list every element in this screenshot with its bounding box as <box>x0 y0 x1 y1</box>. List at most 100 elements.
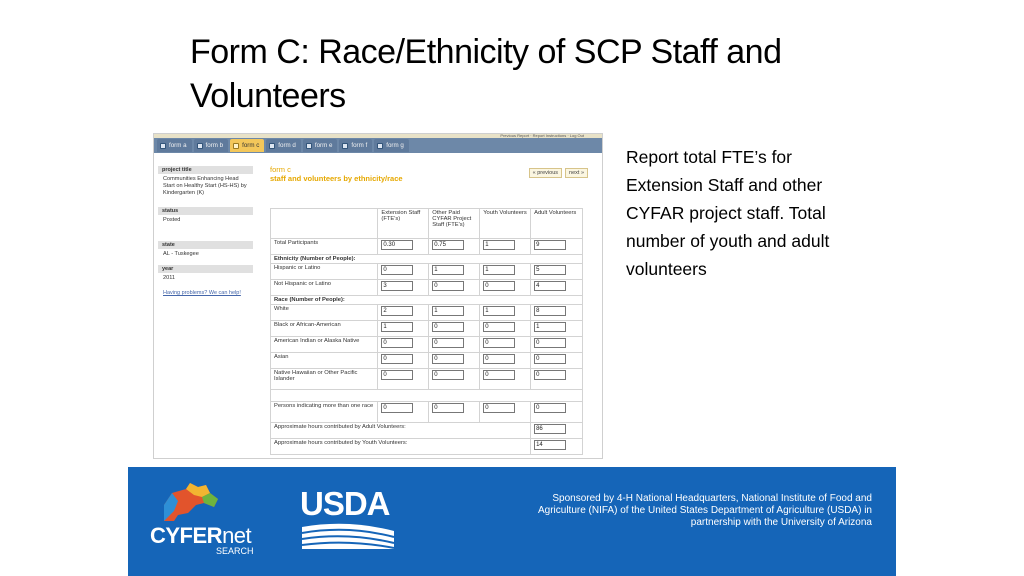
cyfer-wordmark: CYFERnet <box>150 523 252 549</box>
cyfernet-logo: CYFERnet SEARCH <box>138 483 273 563</box>
tab-label: form c <box>242 142 260 149</box>
section-row: Ethnicity (Number of People): <box>270 254 583 264</box>
help-link[interactable]: Having problems? We can help! <box>163 290 241 296</box>
row-label: Native Hawaiian or Other Pacific Islande… <box>269 368 379 390</box>
column-header: Other Paid CYFAR Project Staff (FTE's) <box>428 208 481 239</box>
checkbox-icon <box>342 142 349 149</box>
value-input[interactable]: 0 <box>381 403 414 413</box>
value-input[interactable]: 1 <box>483 306 516 316</box>
value-input[interactable]: 0 <box>432 370 465 380</box>
top-links[interactable]: Previous Report · Report Instructions · … <box>500 133 584 138</box>
value-input[interactable]: 0 <box>381 370 414 380</box>
spacer <box>158 228 253 238</box>
value-input[interactable]: 0 <box>432 354 465 364</box>
value-input[interactable]: 0 <box>432 322 465 332</box>
value-input[interactable]: 1 <box>432 265 465 275</box>
row-label: Persons indicating more than one race <box>269 401 379 423</box>
tab-form-d[interactable]: form d <box>266 139 301 152</box>
adult-hours-input[interactable]: 86 <box>534 424 567 434</box>
checkbox-icon <box>269 142 276 149</box>
value-input[interactable]: 4 <box>534 281 567 291</box>
status-value: Posted <box>163 217 181 223</box>
usda-swoosh-icon <box>301 523 395 549</box>
value-input[interactable]: 0 <box>534 354 567 364</box>
tab-label: form b <box>205 142 224 149</box>
row-label: Asian <box>269 352 379 369</box>
value-input[interactable]: 0.75 <box>432 240 465 250</box>
pager: « previous next » <box>528 168 588 178</box>
checkbox-icon <box>160 142 166 149</box>
value-input[interactable]: 0 <box>483 281 516 291</box>
sponsor-text: Sponsored by 4-H National Headquarters, … <box>537 493 872 528</box>
next-button[interactable]: next » <box>565 168 588 178</box>
tab-bar: form a form b form c form d form e form … <box>154 138 602 153</box>
state-label: state <box>158 241 253 249</box>
value-input[interactable]: 0 <box>483 370 516 380</box>
checkbox-icon <box>305 142 312 149</box>
tab-form-f[interactable]: form f <box>339 139 373 152</box>
form-main: form c staff and volunteers by ethnicity… <box>269 165 588 455</box>
adult-hours-row: Approximate hours contributed by Adult V… <box>269 422 583 439</box>
row-label: Total Participants <box>269 238 379 255</box>
value-input[interactable]: 0 <box>381 265 414 275</box>
row-label: American Indian or Alaska Native <box>269 336 379 353</box>
value-input[interactable]: 5 <box>534 265 567 275</box>
search-label: SEARCH <box>216 546 254 556</box>
value-input[interactable]: 0 <box>483 322 516 332</box>
value-input[interactable]: 0 <box>534 403 567 413</box>
value-input[interactable]: 0 <box>381 338 414 348</box>
tab-form-g[interactable]: form g <box>374 139 409 152</box>
tab-label: form d <box>278 142 296 149</box>
table-header-row: Extension Staff (FTE's) Other Paid CYFAR… <box>269 208 583 239</box>
value-input[interactable]: 0.30 <box>381 240 414 250</box>
value-input[interactable]: 0 <box>483 403 516 413</box>
value-input[interactable]: 9 <box>534 240 567 250</box>
value-input[interactable]: 0 <box>432 338 465 348</box>
youth-hours-input[interactable]: 14 <box>534 440 567 450</box>
value-input[interactable]: 0 <box>534 370 567 380</box>
value-input[interactable]: 1 <box>483 240 516 250</box>
value-input[interactable]: 1 <box>534 322 567 332</box>
tab-label: form e <box>314 142 333 149</box>
checkbox-icon <box>196 142 203 149</box>
value-input[interactable]: 0 <box>381 354 414 364</box>
row-label: Hispanic or Latino <box>269 263 379 280</box>
value-input[interactable]: 0 <box>432 281 465 291</box>
row-label: White <box>269 304 379 321</box>
checkbox-icon <box>377 142 384 149</box>
gear-icon <box>164 483 218 521</box>
value-input[interactable]: 0 <box>534 338 567 348</box>
tab-label: form g <box>386 142 404 149</box>
tab-form-e[interactable]: form e <box>302 139 338 152</box>
usda-wordmark: USDA <box>300 485 391 522</box>
tab-label: form f <box>351 142 368 149</box>
project-title-value: Communities Enhancing Head Start on Heal… <box>163 176 247 196</box>
tab-form-c[interactable]: form c <box>230 139 265 152</box>
value-input[interactable]: 0 <box>483 354 516 364</box>
value-input[interactable]: 1 <box>432 306 465 316</box>
value-input[interactable]: 1 <box>381 322 414 332</box>
value-input[interactable]: 2 <box>381 306 414 316</box>
value-input[interactable]: 3 <box>381 281 414 291</box>
cyfer-label: CYFER <box>150 523 223 548</box>
column-header: Adult Volunteers <box>530 208 583 239</box>
tab-form-b[interactable]: form b <box>193 139 229 152</box>
form-label: form c <box>270 165 291 174</box>
table-row: White 2 1 1 8 <box>269 304 583 321</box>
tab-form-a[interactable]: form a <box>157 139 192 152</box>
previous-button[interactable]: « previous <box>528 168 563 178</box>
adult-hours-label: Approximate hours contributed by Adult V… <box>269 422 532 439</box>
value-input[interactable]: 8 <box>534 306 567 316</box>
footer-banner: CYFERnet SEARCH USDA Sponsored by 4-H Na… <box>128 467 896 576</box>
value-input[interactable]: 0 <box>432 403 465 413</box>
value-input[interactable]: 1 <box>483 265 516 275</box>
value-input[interactable]: 0 <box>483 338 516 348</box>
table-row: Black or African-American 1 0 0 1 <box>269 320 583 337</box>
row-label: Not Hispanic or Latino <box>269 279 379 296</box>
side-note: Report total FTE’s for Extension Staff a… <box>626 147 830 279</box>
table-row: Asian 0 0 0 0 <box>269 352 583 369</box>
blank-row <box>270 389 583 402</box>
column-header: Youth Volunteers <box>479 208 532 239</box>
table-row: American Indian or Alaska Native 0 0 0 0 <box>269 336 583 353</box>
year-value: 2011 <box>163 275 176 281</box>
